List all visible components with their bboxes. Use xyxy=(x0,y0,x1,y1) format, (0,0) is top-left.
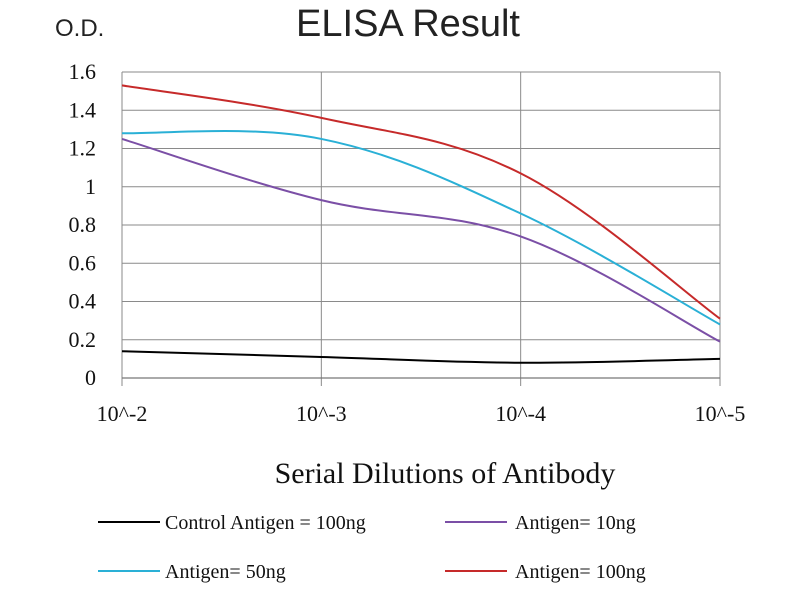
y-tick-label: 0.2 xyxy=(69,327,97,352)
y-axis-label: O.D. xyxy=(55,15,104,42)
y-tick-label: 0.4 xyxy=(69,289,97,314)
y-tick-label: 1.2 xyxy=(69,136,97,161)
legend-label: Antigen= 50ng xyxy=(165,561,286,583)
series-line xyxy=(121,350,721,364)
legend-label: Antigen= 100ng xyxy=(515,561,646,583)
y-tick-label: 1.6 xyxy=(69,59,97,84)
y-ticks: 0 0.2 0.4 0.6 0.8 1 1.2 1.4 1.6 xyxy=(69,59,97,390)
y-tick-label: 0.8 xyxy=(69,212,97,237)
x-tick-label: 10^-2 xyxy=(97,401,148,426)
series-line xyxy=(121,84,721,320)
x-tick-label: 10^-4 xyxy=(495,401,546,426)
legend-label: Antigen= 10ng xyxy=(515,512,636,534)
x-axis-label: Serial Dilutions of Antibody xyxy=(275,457,616,490)
grid-lines xyxy=(121,71,721,386)
chart-title: ELISA Result xyxy=(296,3,520,45)
y-tick-label: 0 xyxy=(85,365,96,390)
y-tick-label: 1.4 xyxy=(69,97,97,122)
x-tick-label: 10^-3 xyxy=(296,401,347,426)
series-line xyxy=(121,137,721,343)
series-line xyxy=(121,129,721,326)
x-tick-label: 10^-5 xyxy=(695,401,746,426)
series-lines xyxy=(121,84,721,364)
y-tick-label: 1 xyxy=(85,174,96,199)
legend-label: Control Antigen = 100ng xyxy=(165,512,366,534)
x-ticks: 10^-2 10^-3 10^-4 10^-5 xyxy=(97,401,746,426)
y-tick-label: 0.6 xyxy=(69,250,97,275)
legend: Control Antigen = 100ng Antigen= 10ng Anti… xyxy=(98,512,646,583)
